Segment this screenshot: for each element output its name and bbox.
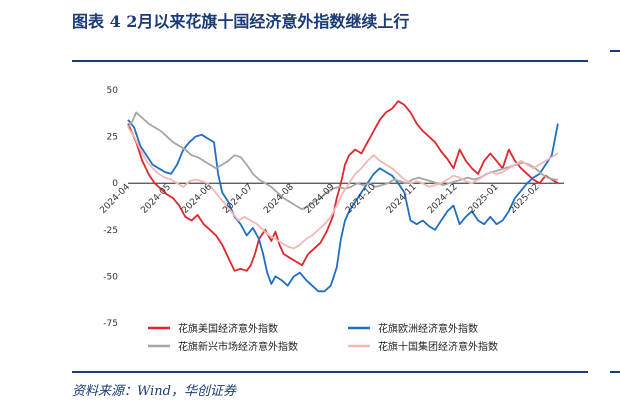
y-tick-label: 25 [107,133,118,143]
series-line-3 [127,126,559,250]
y-axis: 50 25 0 -25 -50 -75 [103,86,118,329]
series-line-1 [127,119,559,293]
series-lines [127,100,559,293]
economic-surprise-chart: 50 25 0 -25 -50 -75 2024-04 2024-05 2024-06 2024… [98,86,564,353]
legend-label-2: 花旗新兴市场经济意外指数 [178,340,298,353]
y-tick-label: -25 [103,226,118,236]
x-tick-label: 2025-01 [467,182,501,216]
source-note: 资料来源：Wind，华创证券 [72,384,236,399]
x-axis: 2024-04 2024-05 2024-06 2024-07 2024-08 2024-… [98,182,541,216]
x-tick-label: 2024-05 [139,182,173,216]
y-tick-label: 50 [107,86,119,96]
x-tick-label: 2024-08 [262,182,296,216]
y-tick-label: 0 [112,179,118,189]
x-tick-label: 2024-09 [303,182,337,216]
title-rule [72,60,588,62]
y-tick-label: -50 [103,272,118,282]
figure-title: 图表 4 2月以来花旗十国经济意外指数继续上行 [72,12,410,31]
series-line-0 [127,100,559,272]
y-tick-label: -75 [103,319,118,329]
legend-label-0: 花旗美国经济意外指数 [178,322,278,335]
x-tick-label: 2024-06 [180,182,214,216]
edge-mark-top [610,50,620,52]
edge-mark-bottom [610,371,620,373]
legend-label-3: 花旗十国集团经济意外指数 [378,340,498,353]
source-rule [72,371,588,373]
legend-label-1: 花旗欧洲经济意外指数 [378,322,478,335]
